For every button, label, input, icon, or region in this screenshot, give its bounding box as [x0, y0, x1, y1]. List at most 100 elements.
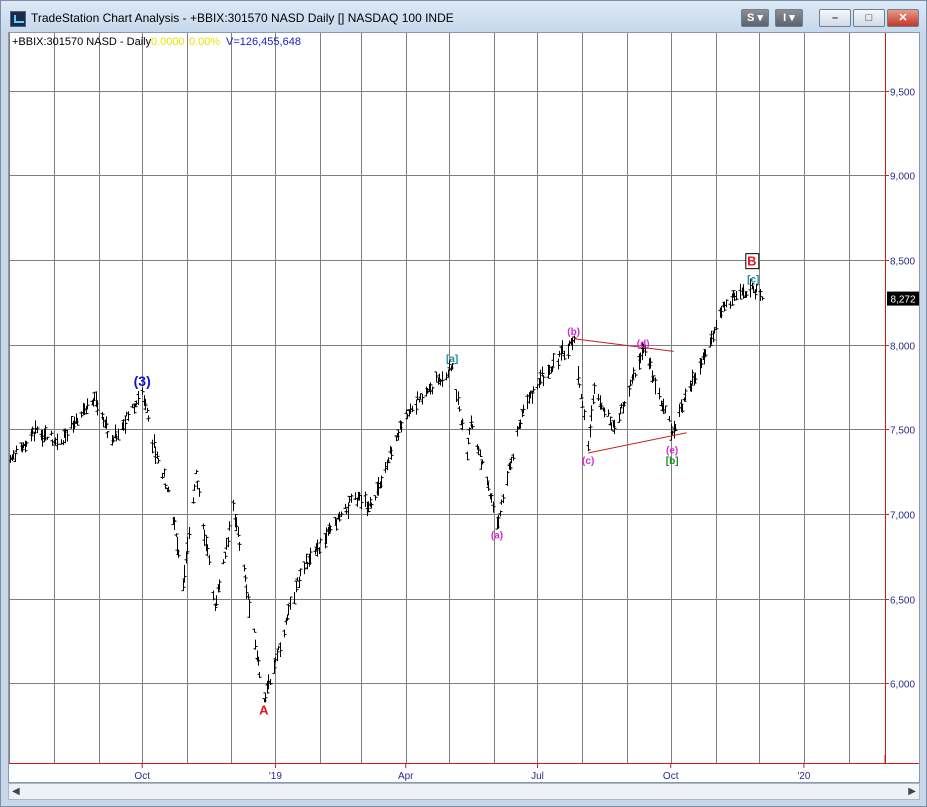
- ohlc-bar: [596, 393, 601, 402]
- ohlc-bar: [572, 335, 577, 344]
- maximize-button[interactable]: □: [853, 9, 885, 27]
- ohlc-bar: [637, 353, 642, 370]
- ohlc-bar: [366, 501, 371, 513]
- ohlc-bar: [467, 427, 472, 435]
- ohlc-bar: [612, 419, 617, 435]
- ohlc-bar: [753, 289, 758, 300]
- ohlc-bar: [550, 365, 555, 373]
- ohlc-bar: [318, 538, 323, 544]
- ohlc-bar: [420, 393, 425, 405]
- ohlc-bar: [211, 590, 216, 601]
- ohlc-bar: [511, 453, 516, 461]
- ohlc-bar: [61, 440, 66, 446]
- ohlc-bar: [627, 385, 632, 397]
- ohlc-bar: [606, 409, 611, 417]
- wave-label: (d): [637, 339, 650, 350]
- last-price-label: 8,272: [890, 295, 915, 306]
- close-button[interactable]: ✕: [887, 9, 919, 27]
- wave-label: (c): [582, 456, 594, 467]
- ohlc-bar: [223, 551, 228, 559]
- ohlc-bar: [470, 424, 475, 430]
- ohlc-bar: [708, 337, 713, 348]
- ohlc-bar: [337, 511, 342, 522]
- ohlc-bar: [182, 564, 187, 583]
- ohlc-bar: [683, 388, 688, 401]
- ohlc-bar: [145, 407, 150, 413]
- trendlines: [573, 338, 687, 454]
- ohlc-bar: [35, 426, 40, 434]
- ohlc-bar: [185, 536, 190, 553]
- change-value: 0.0000: [151, 36, 185, 48]
- wave-label: [a]: [446, 354, 458, 365]
- ohlc-bar: [598, 395, 603, 410]
- y-tick-label: 6,500: [890, 596, 915, 607]
- ohlc-bar: [643, 344, 648, 357]
- ohlc-bar: [466, 437, 471, 445]
- ohlc-bar: [29, 428, 34, 442]
- chart-area[interactable]: (3) A [a] (a) (b) (c) (d) (e) [b] [c] B 6,000 6,500…: [8, 32, 920, 783]
- ohlc-bar: [592, 382, 597, 394]
- ohlc-bar: [758, 289, 763, 301]
- price-chart[interactable]: (3) A [a] (a) (b) (c) (d) (e)[b] [c] B 6,000 6,500…: [8, 33, 919, 782]
- ohlc-bar: [653, 377, 658, 395]
- ohlc-bar: [546, 364, 551, 379]
- x-tick-label: '20: [797, 771, 810, 782]
- ohlc-bar: [95, 400, 100, 416]
- ohlc-bar: [174, 533, 179, 537]
- ohlc-bar: [730, 293, 735, 306]
- scroll-right-icon[interactable]: ▶: [908, 786, 916, 797]
- ohlc-bar: [699, 358, 704, 369]
- ohlc-bars: [8, 278, 765, 703]
- ohlc-bar: [247, 599, 252, 618]
- ohlc-bar: [202, 529, 207, 546]
- scroll-left-icon[interactable]: ◀: [12, 786, 20, 797]
- ohlc-bar: [50, 439, 55, 446]
- ohlc-bar: [430, 386, 435, 395]
- ohlc-bar: [450, 363, 455, 370]
- ohlc-bar: [110, 435, 115, 446]
- ohlc-bar: [428, 382, 433, 395]
- ohlc-bar: [343, 503, 348, 509]
- ohlc-bar: [602, 407, 607, 418]
- ohlc-bar: [508, 461, 513, 471]
- x-tick-label: Oct: [134, 771, 150, 782]
- ohlc-bar: [181, 579, 186, 592]
- ohlc-bar: [349, 493, 354, 503]
- x-tick-label: '19: [269, 771, 282, 782]
- ohlc-bar: [201, 523, 206, 530]
- ohlc-bar: [246, 593, 251, 600]
- ohlc-bar: [460, 418, 465, 431]
- ohlc-bar: [535, 384, 540, 390]
- y-tick-label: 8,000: [890, 342, 915, 353]
- ohlc-bar: [100, 411, 105, 420]
- ohlc-bar: [693, 372, 698, 384]
- ohlc-bar: [282, 629, 287, 638]
- title-bar[interactable]: TradeStation Chart Analysis - +BBIX:3015…: [1, 1, 926, 33]
- axes: 6,000 6,500 7,000 7,500 8,000 8,500 9,000 9,500…: [9, 33, 919, 782]
- i-label: I: [783, 12, 787, 24]
- ohlc-bar: [689, 383, 694, 392]
- s-menu-button[interactable]: S ▾: [741, 9, 769, 27]
- ohlc-bar: [551, 353, 556, 367]
- trendline: [588, 432, 687, 454]
- ohlc-bar: [75, 417, 80, 426]
- i-menu-button[interactable]: I ▾: [775, 9, 803, 27]
- ohlc-bar: [486, 481, 491, 491]
- horizontal-scrollbar[interactable]: ◀ ▶: [8, 783, 920, 800]
- ohlc-bar: [24, 441, 29, 447]
- ohlc-bar: [444, 372, 449, 381]
- ohlc-bar: [525, 394, 530, 410]
- minimize-button[interactable]: –: [819, 9, 851, 27]
- tradestation-app-icon[interactable]: [10, 11, 26, 27]
- ohlc-bar: [669, 423, 674, 441]
- ohlc-bar: [294, 580, 299, 593]
- ohlc-bar: [702, 349, 707, 365]
- ohlc-bar: [85, 398, 90, 410]
- ohlc-bar: [205, 544, 210, 557]
- header-legend: +BBIX:301570 NASD - Daily 0.0000 0.00% V…: [12, 36, 301, 48]
- ohlc-bar: [609, 422, 614, 431]
- ohlc-bar: [566, 343, 571, 359]
- ohlc-bar: [586, 441, 591, 452]
- ohlc-bar: [576, 365, 581, 384]
- ohlc-bar: [124, 411, 129, 417]
